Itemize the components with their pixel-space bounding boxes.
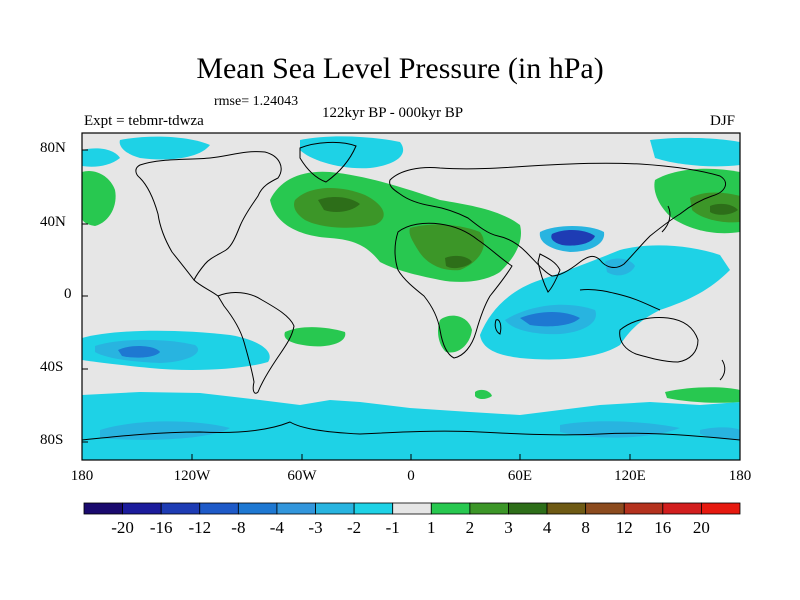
lon-label-60w: 60W: [287, 468, 317, 484]
colorbar-label: -12: [188, 518, 212, 537]
colorbar-label: 3: [504, 518, 513, 537]
lat-label-80s: 80S: [40, 432, 64, 448]
colorbar-label: 20: [692, 518, 710, 537]
colorbar-box: [701, 502, 741, 515]
colorbar-box: [508, 502, 548, 515]
rmse-label: rmse= 1.24043: [214, 94, 299, 109]
lon-label-0: 0: [407, 468, 415, 484]
north-pacific-positive-west: [82, 170, 116, 226]
coast-north-america: [135, 151, 282, 281]
experiment-label: Expt = tebmr-tdwza: [84, 113, 204, 129]
colorbar-box: [353, 502, 394, 515]
colorbar-label: -3: [308, 518, 323, 537]
lon-label-180e: 180: [728, 468, 752, 484]
period-label: 122kyr BP - 000kyr BP: [322, 105, 464, 121]
colorbar-box: [546, 502, 587, 515]
coast-india: [537, 253, 561, 293]
colorbar-label: 8: [581, 518, 590, 537]
lat-label-40s: 40S: [40, 359, 64, 375]
colorbar-label: -16: [149, 518, 173, 537]
colorbar-box: [430, 502, 471, 515]
north-pacific-darkgreen: [710, 203, 738, 215]
colorbar-box: [585, 502, 625, 515]
south-indian-positive: [665, 387, 740, 403]
arctic-negative-4: [650, 137, 740, 167]
arctic-negative-1: [119, 136, 210, 160]
arctic-negative-3: [82, 148, 120, 167]
colorbar-box: [315, 502, 355, 515]
arctic-negative-2: [300, 136, 404, 169]
coast-australia: [619, 317, 699, 363]
colorbar-box: [237, 502, 278, 515]
coast-new-zealand: [719, 359, 726, 381]
west-pacific-negative: [605, 258, 635, 276]
colorbar-label: -2: [347, 518, 362, 537]
lon-label-120e: 120E: [614, 468, 646, 484]
southern-africa-positive: [438, 315, 472, 353]
colorbar-box: [662, 502, 702, 515]
lon-label-120w: 120W: [173, 468, 211, 484]
coastlines: [81, 141, 741, 441]
colorbar-label: -8: [231, 518, 246, 537]
colorbar-box: [122, 502, 162, 515]
lon-label-180w: 180: [70, 468, 94, 484]
colorbar: [83, 502, 741, 515]
colorbar-label: 12: [615, 518, 633, 537]
coast-central-america: [193, 279, 219, 297]
coast-antarctica: [81, 421, 741, 441]
colorbar-label: 1: [427, 518, 436, 537]
sahara-darkgreen: [445, 255, 472, 269]
colorbar-label: 2: [465, 518, 475, 537]
colorbar-box: [469, 502, 509, 515]
colorbar-box: [160, 502, 201, 515]
south-pacific-blue-core: [118, 346, 160, 358]
tibet-blue: [551, 230, 595, 246]
south-atlantic-positive: [284, 327, 346, 347]
coast-indonesia: [579, 289, 661, 311]
lat-label-80n: 80N: [40, 140, 66, 156]
lat-label-eq: 0: [64, 286, 72, 302]
colorbar-label: 4: [542, 518, 552, 537]
colorbar-label: -20: [111, 518, 134, 537]
season-label: DJF: [710, 113, 736, 129]
lon-label-60e: 60E: [507, 468, 533, 484]
southern-ocean-negative-band: [82, 392, 740, 460]
pressure-field: [82, 133, 740, 460]
coast-greenland: [299, 141, 357, 183]
colorbar-box: [623, 502, 664, 515]
colorbar-label: 16: [654, 518, 672, 537]
colorbar-box: [392, 502, 432, 515]
coast-africa: [394, 222, 513, 359]
colorbar-box: [83, 502, 123, 515]
coast-japan: [661, 205, 671, 233]
colorbar-box: [199, 502, 239, 515]
colorbar-box: [276, 502, 316, 515]
north-atlantic-darkgreen: [318, 196, 360, 212]
coast-eurasia: [389, 162, 727, 277]
coast-madagascar: [494, 319, 502, 335]
indian-ocean-blue: [520, 312, 580, 327]
lat-label-40n: 40N: [40, 214, 66, 230]
axis-ticks: [82, 149, 631, 460]
south-of-africa-positive: [475, 389, 492, 399]
colorbar-label: -4: [269, 518, 284, 537]
coast-south-america: [217, 292, 295, 394]
colorbar-label: -1: [385, 518, 400, 537]
map-title: Mean Sea Level Pressure (in hPa): [196, 52, 604, 85]
